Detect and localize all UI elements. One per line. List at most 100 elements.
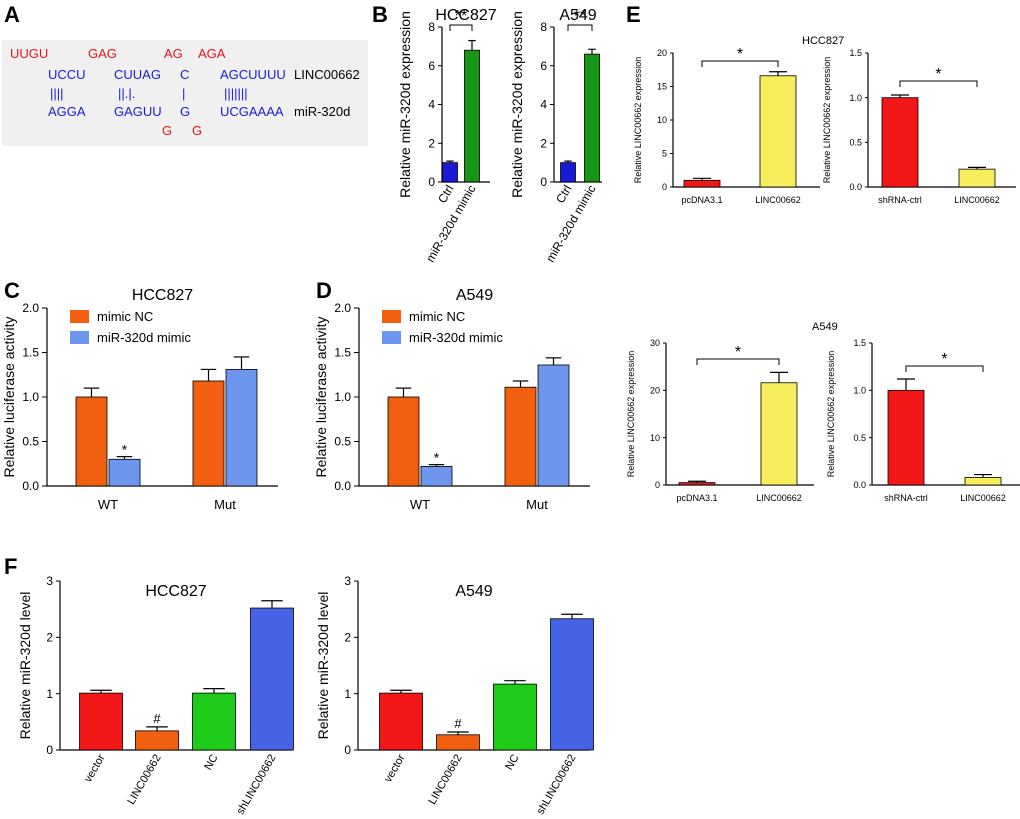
x-tick-label: shRNA-ctrl <box>878 195 922 205</box>
significance-marker: * <box>434 450 440 466</box>
pairs-2: ||.|. <box>118 86 135 101</box>
seq-top-blue-4: AGCUUUU <box>220 67 286 82</box>
bar <box>379 692 423 751</box>
chart-f-a549: 0 1 2 3 Relative miR-320d level A549 vector LIN… <box>315 574 594 817</box>
seq-top-red-4: AGA <box>198 46 226 61</box>
panel-letter-d: D <box>316 278 332 303</box>
bar <box>75 396 108 487</box>
significance-marker: # <box>454 716 462 731</box>
x-tick-label: Mut <box>526 497 548 512</box>
x-tick-label: vector <box>382 752 408 784</box>
x-tick-label: LINC00662 <box>426 753 464 807</box>
x-tick-label: LINC00662 <box>125 753 163 807</box>
seq-top-blue-3: C <box>180 67 189 82</box>
bar <box>550 618 594 751</box>
chart-title: HCC827 <box>132 287 193 304</box>
y-axis-label: Relative miR-320d expression <box>509 11 525 198</box>
y-tick-label: 6 <box>428 59 435 73</box>
legend-label: mimic NC <box>409 309 465 324</box>
y-tick-label: 1 <box>344 687 351 701</box>
linc00662-label: LINC00662 <box>294 67 360 82</box>
panel-e-a549-label: A549 <box>812 321 838 333</box>
chart-d-a549: 0.0 0.5 1.0 1.5 2.0 Relative luciferase activ… <box>313 287 590 512</box>
significance-bracket <box>701 60 779 67</box>
y-tick-label: 1.0 <box>849 93 862 103</box>
y-tick-label: 1.0 <box>22 390 39 404</box>
seq-top-blue-1: UCCU <box>48 67 86 82</box>
chart-b-a549: 0 2 4 6 8 Relative miR-320d expression A549 Ctr… <box>509 7 602 265</box>
bar <box>135 730 179 751</box>
y-tick-label: 2 <box>344 631 351 645</box>
bar <box>493 683 537 751</box>
x-tick-label: shLINC00662 <box>535 753 579 817</box>
chart-e-a549-overexpression: 0 10 20 30 Relative LINC00662 expression pcDN… <box>626 338 814 503</box>
bar <box>537 364 570 487</box>
chart-c-hcc827: 0.0 0.5 1.0 1.5 2.0 Relative luciferase activ… <box>1 287 278 512</box>
x-tick-label: shRNA-ctrl <box>884 493 928 503</box>
y-tick-label: 3 <box>46 574 53 588</box>
y-tick-label: 1.0 <box>334 390 351 404</box>
significance-marker: # <box>153 711 161 726</box>
seq-bottom-red-1: G <box>162 123 172 138</box>
alignment-background <box>2 40 368 146</box>
pairs-3: | <box>182 86 185 101</box>
bar <box>958 168 996 188</box>
seq-bottom-blue-4: UCGAAAA <box>220 104 284 119</box>
significance-bracket <box>449 24 473 31</box>
x-tick-label: WT <box>410 497 430 512</box>
legend-label: miR-320d mimic <box>409 330 503 345</box>
x-tick-label: vector <box>82 752 108 784</box>
y-axis-label: Relative luciferase activity <box>1 316 17 477</box>
chart-title: A549 <box>455 583 492 600</box>
legend-label: miR-320d mimic <box>97 330 191 345</box>
bar <box>442 162 458 183</box>
bar <box>560 162 576 183</box>
y-axis-label: Relative LINC00662 expression <box>633 57 643 184</box>
x-tick-label: shLINC00662 <box>235 753 279 817</box>
y-tick-label: 0 <box>46 743 53 757</box>
x-tick-label: LINC00662 <box>960 493 1006 503</box>
significance-label: ** <box>455 8 467 25</box>
pairing-row: |||| ||.|. | ||||||| <box>50 86 248 101</box>
chart-f-hcc827: 0 1 2 3 Relative miR-320d level HCC827 vector L… <box>17 574 294 817</box>
significance-bracket <box>567 24 593 31</box>
y-tick-label: 8 <box>428 20 435 34</box>
bar <box>678 482 716 486</box>
seq-bottom-blue-1: AGGA <box>48 104 86 119</box>
panel-letter-f: F <box>4 554 17 579</box>
y-tick-label: 1.5 <box>853 338 866 348</box>
y-tick-label: 5 <box>662 149 667 159</box>
y-tick-label: 1.5 <box>22 346 39 360</box>
unpaired-bottom-row: G G <box>162 123 202 138</box>
significance-label: * <box>735 344 741 361</box>
pairs-1: |||| <box>50 86 64 101</box>
y-tick-label: 1 <box>46 687 53 701</box>
y-tick-label: 0.0 <box>853 480 866 490</box>
bar <box>759 75 797 188</box>
panel-a-alignment: UUGU GAG AG AGA UCCU CUUAG C AGCUUUU |||… <box>2 40 368 146</box>
linc-sequence-row: UCCU CUUAG C AGCUUUU <box>48 67 286 82</box>
panel-letter-a: A <box>4 2 20 27</box>
y-tick-label: 20 <box>650 385 660 395</box>
bar <box>760 382 798 486</box>
y-tick-label: 2 <box>46 631 53 645</box>
y-tick-label: 3 <box>344 574 351 588</box>
y-tick-label: 0 <box>344 743 351 757</box>
chart-title: HCC827 <box>145 583 206 600</box>
unpaired-top-row: UUGU GAG AG AGA <box>10 46 226 61</box>
x-tick-label: LINC00662 <box>756 493 802 503</box>
significance-label: ** <box>574 8 586 25</box>
y-tick-label: 8 <box>540 20 547 34</box>
y-tick-label: 2.0 <box>22 301 39 315</box>
chart-title: HCC827 <box>435 7 496 24</box>
chart-e-a549-knockdown: 0.0 0.5 1.0 1.5 Relative LINC00662 expressio… <box>826 338 1020 503</box>
x-tick-label: WT <box>98 497 118 512</box>
y-tick-label: 4 <box>540 98 547 112</box>
bar <box>584 53 600 183</box>
legend-label: mimic NC <box>97 309 153 324</box>
y-axis-label: Relative luciferase activity <box>313 316 329 477</box>
x-tick-label: NC <box>202 752 220 772</box>
y-tick-label: 1.5 <box>334 346 351 360</box>
x-tick-label: Mut <box>214 497 236 512</box>
